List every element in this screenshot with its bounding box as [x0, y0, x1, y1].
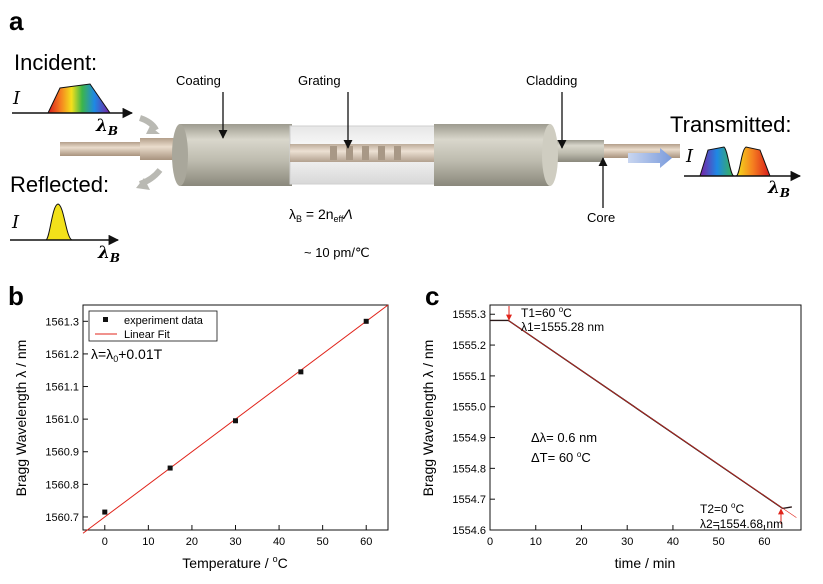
- panel-b-chart: b 0 10 20 30 40 50 60 1560.7 1560.8 1560.9 1561.0 1…: [8, 281, 389, 571]
- core-label: Core: [587, 210, 615, 225]
- panel-c-xlabel: time / min: [615, 555, 676, 571]
- panel-c-series-fit: [508, 320, 797, 518]
- incident-lambda-label: λB: [95, 116, 118, 138]
- reflected-intensity-symbol: I: [11, 212, 20, 233]
- x-tick-label: 20: [186, 536, 198, 548]
- x-tick-label: 40: [667, 536, 679, 548]
- reflected-spectrum: Reflected: I λB: [10, 172, 120, 265]
- coating-left: [180, 124, 292, 186]
- panel-c-series-line: [490, 319, 792, 510]
- data-point: [167, 465, 173, 471]
- cladding-label: Cladding: [526, 73, 577, 88]
- y-tick-label: 1560.7: [45, 512, 79, 524]
- panel-a: a Incident: I λB Reflected: I λB: [9, 6, 802, 265]
- fiber-device: [60, 124, 680, 186]
- t2-label: T2=0 oC: [700, 501, 744, 516]
- legend-point-marker: [103, 317, 108, 322]
- reflected-lambda-label: λB: [97, 243, 120, 265]
- panel-c-letter: c: [425, 281, 439, 311]
- l1-label: λ1=1555.28 nm: [521, 320, 604, 334]
- fiber-left-cladding: [140, 138, 180, 160]
- y-tick-label: 1561.1: [45, 382, 79, 394]
- x-tick-label: 60: [758, 536, 770, 548]
- x-tick-label: 30: [229, 536, 241, 548]
- y-tick-label: 1554.8: [452, 463, 486, 475]
- x-tick-label: 40: [273, 536, 285, 548]
- incoming-curved-arrow: [138, 115, 159, 132]
- panel-b-ticks: 0 10 20 30 40 50 60 1560.7 1560.8 1560.9 1561.0 156…: [45, 316, 372, 548]
- panel-c-ylabel: Bragg Wavelength λ / nm: [420, 340, 436, 497]
- data-point: [363, 318, 369, 324]
- coating-right: [434, 124, 550, 186]
- y-tick-label: 1554.9: [452, 433, 486, 445]
- coating-label: Coating: [176, 73, 221, 88]
- y-tick-label: 1555.1: [452, 371, 486, 383]
- y-tick-label: 1560.8: [45, 479, 79, 491]
- x-tick-label: 0: [102, 536, 108, 548]
- incident-label: Incident:: [14, 50, 97, 75]
- x-tick-label: 10: [530, 536, 542, 548]
- panel-b-points: [102, 318, 369, 515]
- outgoing-curved-arrow-head: [136, 178, 150, 190]
- data-point: [298, 369, 304, 375]
- x-tick-label: 0: [487, 536, 493, 548]
- transmitted-spectrum: Transmitted: I λB: [670, 112, 802, 200]
- coating-left-cap: [172, 124, 188, 186]
- y-tick-label: 1561.2: [45, 349, 79, 361]
- panel-a-letter: a: [9, 6, 24, 36]
- reflected-peak: [45, 203, 73, 241]
- transmitted-left-band: [699, 146, 735, 177]
- incident-rainbow-band: [47, 83, 111, 114]
- panel-c-chart: c 0 10 20 30 40 50 60 1554.6 1554.7 1554.8 1554.9 1…: [420, 281, 802, 571]
- y-tick-label: 1561.3: [45, 316, 79, 328]
- panel-b-letter: b: [8, 281, 24, 311]
- reflected-label: Reflected:: [10, 172, 109, 197]
- panel-c-plot-frame: [489, 304, 802, 531]
- x-tick-label: 60: [360, 536, 372, 548]
- x-tick-label: 20: [575, 536, 587, 548]
- delta-t-label: ΔT= 60 oC: [531, 450, 591, 465]
- transmitted-lambda-label: λB: [767, 178, 790, 200]
- incoming-curved-arrow-head: [146, 126, 160, 134]
- transmitted-label: Transmitted:: [670, 112, 791, 137]
- incident-spectrum: Incident: I λB: [12, 50, 134, 138]
- data-point: [102, 509, 108, 515]
- transmitted-right-band: [735, 146, 771, 177]
- panel-b-equation: λ=λ0+0.01T: [91, 346, 163, 364]
- transmitted-intensity-symbol: I: [685, 146, 694, 167]
- panel-c-ticks: 0 10 20 30 40 50 60 1554.6 1554.7 1554.8 1554.9 155…: [452, 309, 770, 548]
- y-tick-label: 1554.7: [452, 494, 486, 506]
- y-tick-label: 1560.9: [45, 447, 79, 459]
- panel-b-xlabel: Temperature / oC: [182, 554, 287, 571]
- x-tick-label: 50: [713, 536, 725, 548]
- grating-label: Grating: [298, 73, 341, 88]
- incident-intensity-symbol: I: [12, 88, 21, 109]
- l2-label: λ2=1554.68 nm: [700, 517, 783, 531]
- panel-b-ylabel: Bragg Wavelength λ / nm: [13, 340, 29, 497]
- y-tick-label: 1554.6: [452, 525, 486, 537]
- transmit-arrow: [628, 148, 672, 168]
- coating-right-cap: [542, 124, 558, 186]
- data-point: [233, 418, 238, 424]
- delta-lambda-label: Δλ= 0.6 nm: [531, 430, 597, 445]
- y-tick-label: 1561.0: [45, 414, 79, 426]
- x-tick-label: 50: [317, 536, 329, 548]
- t1-label: T1=60 oC: [521, 305, 572, 320]
- panel-b-legend: [88, 310, 218, 342]
- x-tick-label: 30: [621, 536, 633, 548]
- y-tick-label: 1555.2: [452, 340, 486, 352]
- grating-lines: [330, 146, 401, 160]
- y-tick-label: 1555.3: [452, 309, 486, 321]
- legend-line-label: Linear Fit: [124, 329, 170, 341]
- legend-points-label: experiment data: [124, 315, 204, 327]
- sensitivity-label: ~ 10 pm/℃: [304, 245, 370, 260]
- bragg-equation: λB = 2neffΛ: [289, 206, 353, 224]
- y-tick-label: 1555.0: [452, 402, 486, 414]
- x-tick-label: 10: [142, 536, 154, 548]
